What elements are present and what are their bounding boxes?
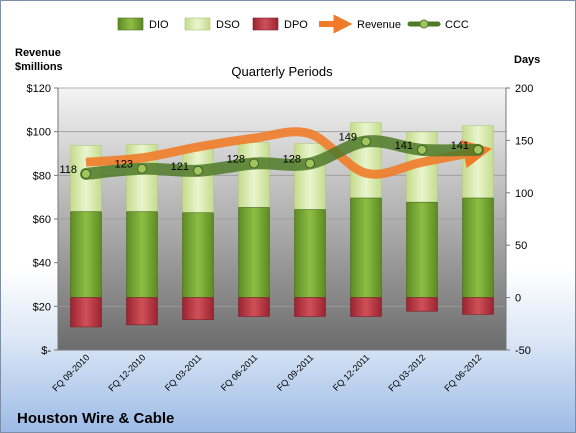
right-axis-tick-label: 150: [515, 135, 533, 147]
x-axis-tick-label: FQ 12-2010: [106, 352, 147, 393]
ccc-data-label: 141: [395, 140, 413, 152]
bar-dio: [462, 197, 494, 298]
bar-dio: [182, 212, 214, 298]
left-axis-tick-label: $-: [41, 345, 51, 357]
bar-dso: [238, 142, 270, 208]
x-axis-tick-label: FQ 03-2012: [386, 352, 427, 393]
ccc-point: [361, 136, 371, 147]
bar-dio: [126, 211, 158, 298]
ccc-data-label: 141: [451, 140, 469, 152]
left-axis-tick-label: $40: [33, 258, 51, 270]
ccc-point: [193, 165, 203, 176]
right-axis-tick-label: 200: [515, 83, 533, 95]
company-name: Houston Wire & Cable: [17, 410, 174, 427]
ccc-point: [137, 163, 147, 174]
left-axis-title-line1: Revenue: [15, 47, 61, 59]
ccc-line: 118 123 121 128 128 149 141 141: [59, 131, 484, 180]
right-axis-tick-label: -50: [515, 345, 531, 357]
legend-label-revenue: Revenue: [357, 19, 401, 31]
bar-dpo: [294, 297, 326, 317]
legend: DIO DSO DPO Revenue CCC: [117, 14, 469, 34]
ccc-data-label: 121: [171, 161, 189, 173]
revenue-series-path: [85, 127, 493, 179]
bar-dpo: [462, 297, 494, 315]
x-axis-tick-label: FQ 09-2010: [50, 352, 91, 393]
right-axis-tick-label: 100: [515, 188, 533, 200]
legend-label-dso: DSO: [216, 19, 240, 31]
ccc-point: [417, 144, 427, 155]
x-axis-tick-label: FQ 06-2012: [442, 352, 483, 393]
ccc-data-label: 123: [115, 159, 133, 171]
left-axis-tick-label: $20: [33, 301, 51, 313]
bar-dpo: [350, 297, 382, 317]
bar-dpo: [182, 297, 214, 320]
bar-dpo: [238, 297, 270, 317]
bar-dio: [70, 211, 102, 298]
left-axis-title-line2: $millions: [15, 61, 63, 73]
legend-label-dpo: DPO: [284, 19, 308, 31]
legend-swatch-dpo: [252, 17, 279, 31]
ccc-point: [473, 144, 483, 155]
left-axis-tick-label: $80: [33, 170, 51, 182]
ccc-point: [81, 168, 91, 179]
ccc-data-label: 128: [227, 153, 245, 165]
right-axis-title: Days: [514, 54, 540, 66]
chart-title: Quarterly Periods: [231, 64, 333, 79]
legend-label-ccc: CCC: [445, 19, 469, 31]
ccc-data-label: 149: [339, 131, 357, 143]
legend-swatch-dio: [117, 17, 144, 31]
left-axis-tick-label: $60: [33, 214, 51, 226]
right-axis-tick-label: 50: [515, 240, 527, 252]
bar-dio: [350, 197, 382, 298]
legend-swatch-dso: [184, 17, 211, 31]
revenue-line: [85, 127, 493, 179]
bar-dpo: [126, 297, 158, 326]
ccc-point: [249, 158, 259, 169]
ccc-data-label: 118: [59, 164, 77, 176]
x-axis-tick-label: FQ 06-2011: [219, 352, 260, 393]
right-axis-tick-label: 0: [515, 293, 521, 305]
x-axis-tick-label: FQ 12-2011: [331, 352, 372, 393]
legend-swatch-ccc-marker: [419, 19, 429, 29]
bar-dso: [182, 146, 214, 214]
ccc-data-label: 128: [283, 153, 301, 165]
legend-label-dio: DIO: [149, 19, 169, 31]
x-axis-tick-label: FQ 03-2011: [163, 352, 204, 393]
x-axis-tick-label: FQ 09-2011: [275, 352, 316, 393]
bar-dpo: [70, 297, 102, 328]
bar-dpo: [406, 297, 438, 312]
bar-dso: [350, 122, 382, 199]
bar-dio: [238, 207, 270, 298]
bar-dso: [462, 125, 494, 199]
bar-dio: [294, 209, 326, 298]
ccc-point: [305, 158, 315, 169]
bar-dio: [406, 201, 438, 298]
left-axis-tick-label: $100: [27, 127, 51, 139]
left-axis-tick-label: $120: [27, 83, 51, 95]
